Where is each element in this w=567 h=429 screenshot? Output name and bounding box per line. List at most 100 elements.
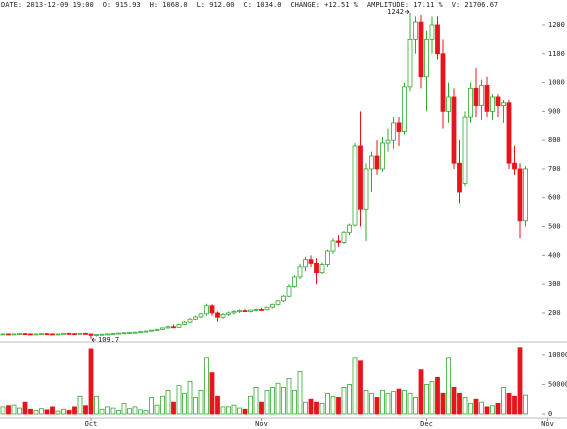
candle-body xyxy=(187,318,193,323)
candle-body xyxy=(204,305,209,315)
candle-body xyxy=(506,102,512,164)
volume-bar xyxy=(275,382,281,415)
candle-body xyxy=(198,313,204,318)
y-tick-label: 300 xyxy=(548,280,561,288)
y-tick-label: 1000 xyxy=(548,79,565,87)
volume-bar xyxy=(418,369,424,415)
candle-body xyxy=(369,155,374,170)
candle-body xyxy=(66,332,72,335)
volume-bar xyxy=(110,407,116,415)
candle-body xyxy=(165,326,171,329)
volume-bar xyxy=(374,397,380,415)
candle-body xyxy=(286,286,292,297)
candle-body xyxy=(336,240,341,243)
candle-body xyxy=(110,333,116,336)
volume-bar xyxy=(50,406,55,415)
info-item: CHANGE: +12.51 % xyxy=(290,1,358,9)
candle-body xyxy=(275,300,281,305)
volume-bar xyxy=(149,397,154,415)
info-item: C: 1034.0 xyxy=(244,1,282,9)
volume-bar xyxy=(424,384,429,415)
candle-body xyxy=(215,312,220,318)
volume-bar xyxy=(77,395,83,415)
volume-bar xyxy=(413,397,418,415)
candle-body xyxy=(160,327,165,330)
x-tick-label: Dec xyxy=(420,420,433,428)
volume-bar xyxy=(127,408,132,415)
volume-bar xyxy=(435,376,440,415)
volume-bar xyxy=(325,392,330,415)
candle-body xyxy=(517,168,523,222)
y-tick-label: 500 xyxy=(548,223,561,231)
candle-body xyxy=(11,333,17,336)
candle-body xyxy=(314,263,319,274)
volume-bar xyxy=(358,360,363,415)
volume-bar xyxy=(226,406,231,415)
volume-bar xyxy=(237,407,242,415)
volume-bar xyxy=(94,395,99,415)
volume-bar xyxy=(121,402,127,415)
candle-body xyxy=(484,85,490,112)
candle-body xyxy=(121,332,127,335)
y-tick-label: 700 xyxy=(548,165,561,173)
volume-bar xyxy=(396,388,402,415)
min-label: 109.7 xyxy=(98,336,119,344)
volume-bar xyxy=(490,405,495,415)
candle-body xyxy=(281,295,286,302)
volume-bar xyxy=(231,404,237,415)
volume-bar xyxy=(479,401,484,415)
volume-bar xyxy=(407,392,413,415)
volume-bar xyxy=(176,385,182,415)
volume-bar xyxy=(495,402,501,415)
volume-bar xyxy=(402,389,407,415)
volume-bar xyxy=(72,406,77,415)
volume-bar xyxy=(347,384,352,415)
candle-body xyxy=(171,326,176,329)
volume-bar xyxy=(429,381,435,415)
x-tick-label: Nov xyxy=(255,420,268,428)
candle-body xyxy=(446,96,451,112)
candle-body xyxy=(303,259,308,268)
candle-body xyxy=(94,334,99,336)
volume-bar xyxy=(165,389,171,415)
volume-bar xyxy=(33,410,39,415)
volume-bar xyxy=(319,402,325,415)
volume-bar xyxy=(308,398,314,415)
x-tick-label: Oct xyxy=(85,420,98,428)
volume-bar xyxy=(209,372,215,415)
y-tick-label: 900 xyxy=(548,107,561,115)
candle-body xyxy=(435,24,440,55)
candle-body xyxy=(457,162,462,193)
candle-body xyxy=(154,328,160,331)
volume-bar xyxy=(11,404,17,415)
volume-bar xyxy=(385,392,391,415)
candle-body xyxy=(451,96,457,164)
volume-bar xyxy=(116,410,121,415)
volume-tick-label: 100000 xyxy=(548,351,567,359)
volume-bar xyxy=(451,386,457,415)
volume-bar xyxy=(457,392,462,415)
candle-body xyxy=(220,313,226,318)
x-tick-label: Nov xyxy=(541,420,554,428)
volume-bar xyxy=(105,406,110,415)
candle-body xyxy=(77,332,83,335)
volume-bar xyxy=(132,406,138,415)
volume-bar xyxy=(204,357,209,415)
candle-body xyxy=(226,312,231,315)
volume-bar xyxy=(462,397,468,415)
volume-bar xyxy=(446,357,451,415)
candle-body xyxy=(512,162,517,170)
candle-body xyxy=(99,333,105,336)
candle-body xyxy=(495,96,501,107)
candle-body xyxy=(341,231,347,243)
volume-bar xyxy=(61,408,66,415)
volume-bar xyxy=(220,406,226,415)
candle-body xyxy=(50,333,55,336)
candle-body xyxy=(193,316,198,320)
candle-body xyxy=(490,96,495,112)
volume-bar xyxy=(253,386,259,415)
candle-body xyxy=(116,332,121,335)
volume-bar xyxy=(138,409,143,415)
volume-bar xyxy=(171,401,176,415)
info-item: L: 912.00 xyxy=(197,1,235,9)
